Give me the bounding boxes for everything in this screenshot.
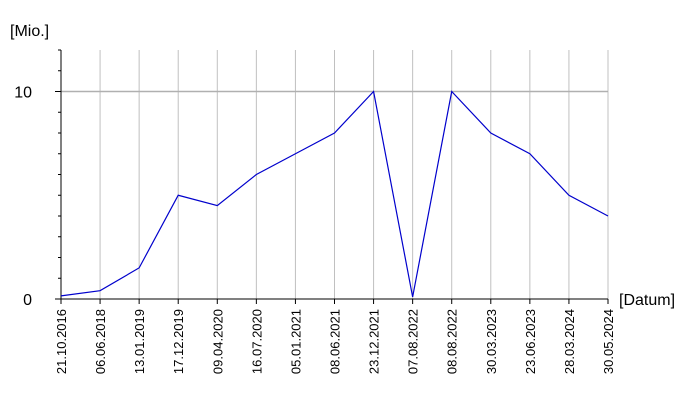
x-tick-label: 23.12.2021	[367, 309, 382, 374]
x-tick-label: 21.10.2016	[54, 309, 69, 374]
x-tick-label: 08.08.2022	[445, 309, 460, 374]
x-tick-label: 08.06.2021	[328, 309, 343, 374]
x-tick-label: 17.12.2019	[171, 309, 186, 374]
x-tick-label: 13.01.2019	[132, 309, 147, 374]
x-tick-label: 05.01.2021	[288, 309, 303, 374]
x-tick-label: 07.08.2022	[406, 309, 421, 374]
x-tick-label: 09.04.2020	[210, 309, 225, 374]
data-line	[60, 90, 609, 298]
y-axis-label: [Mio.]	[10, 23, 49, 40]
x-tick-label: 30.05.2024	[601, 309, 616, 374]
x-tick-label: 30.03.2023	[484, 309, 499, 374]
x-axis-label: [Datum]	[619, 292, 675, 309]
y-tick-label: 10	[14, 85, 32, 102]
x-tick-label: 23.06.2023	[523, 309, 538, 374]
y-tick-label: 0	[23, 292, 32, 309]
x-tick-label: 28.03.2024	[562, 309, 577, 374]
x-tick-label: 06.06.2018	[93, 309, 108, 374]
x-tick-label: 16.07.2020	[249, 309, 264, 374]
